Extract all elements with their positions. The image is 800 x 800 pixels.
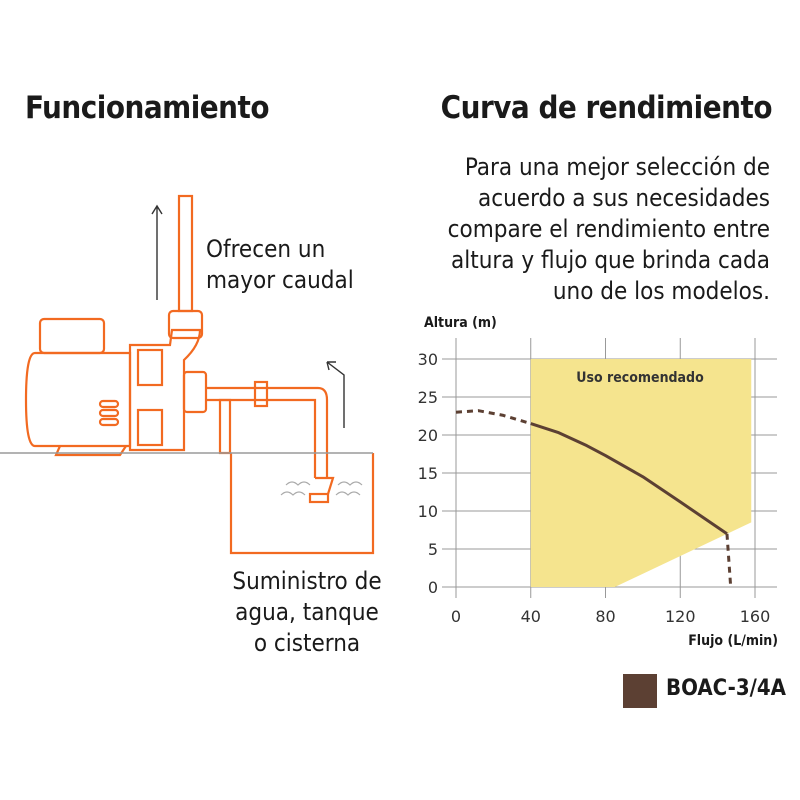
flow-label-line: Ofrecen un bbox=[206, 235, 326, 263]
section-title-curva: Curva de rendimiento bbox=[440, 90, 773, 126]
legend-label: BOAC-3/4A bbox=[666, 676, 786, 701]
description-line: uno de los modelos. bbox=[552, 277, 770, 305]
motor-base bbox=[54, 445, 127, 457]
supply-label-line: Suministro de bbox=[232, 567, 382, 595]
inlet-flange bbox=[182, 370, 208, 414]
x-tick-label: 160 bbox=[740, 607, 771, 626]
description-line: acuerdo a sus necesidades bbox=[477, 184, 770, 212]
series-line-solid bbox=[530, 422, 728, 536]
suction-pipe bbox=[206, 386, 329, 478]
foot-valve bbox=[308, 492, 330, 504]
series-line-dashed bbox=[725, 533, 733, 588]
recommended-region bbox=[530, 359, 752, 587]
motor-body bbox=[24, 351, 132, 448]
x-tick-label: 0 bbox=[451, 607, 461, 626]
supply-label-line: agua, tanque bbox=[235, 598, 379, 626]
y-tick-label: 20 bbox=[418, 426, 438, 445]
supply-label-line: o cisterna bbox=[253, 629, 361, 657]
description: Para una mejor selección de acuerdo a su… bbox=[410, 152, 770, 307]
arrow-up-icon bbox=[151, 204, 163, 300]
region-label: Uso recomendado bbox=[576, 370, 704, 386]
description-line: altura y flujo que brinda cada bbox=[451, 246, 770, 274]
flow-label: Ofrecen un mayor caudal bbox=[206, 234, 354, 296]
x-tick-label: 40 bbox=[521, 607, 541, 626]
tank bbox=[229, 453, 375, 555]
supply-label: Suministro de agua, tanque o cisterna bbox=[222, 566, 392, 659]
x-tick-label: 120 bbox=[665, 607, 696, 626]
water-waves-icon bbox=[280, 481, 363, 496]
legend-swatch bbox=[623, 674, 657, 708]
y-tick-label: 15 bbox=[418, 464, 438, 483]
description-line: Para una mejor selección de bbox=[464, 153, 770, 181]
arrow-curved-icon bbox=[326, 361, 345, 428]
flow-label-line: mayor caudal bbox=[206, 266, 354, 294]
pipe-coupling bbox=[167, 309, 204, 340]
x-axis-label: Flujo (L/min) bbox=[688, 633, 778, 649]
section-title-funcionamiento: Funcionamiento bbox=[25, 90, 270, 126]
y-tick-label: 5 bbox=[428, 540, 438, 559]
y-tick-label: 30 bbox=[418, 350, 438, 369]
y-tick-label: 25 bbox=[418, 388, 438, 407]
y-tick-label: 10 bbox=[418, 502, 438, 521]
x-tick-label: 80 bbox=[595, 607, 615, 626]
pump-illustration bbox=[0, 194, 375, 555]
description-line: compare el rendimiento entre bbox=[447, 215, 770, 243]
y-tick-label: 0 bbox=[428, 578, 438, 597]
y-axis-label: Altura (m) bbox=[424, 315, 497, 331]
series-line-dashed bbox=[455, 409, 532, 426]
